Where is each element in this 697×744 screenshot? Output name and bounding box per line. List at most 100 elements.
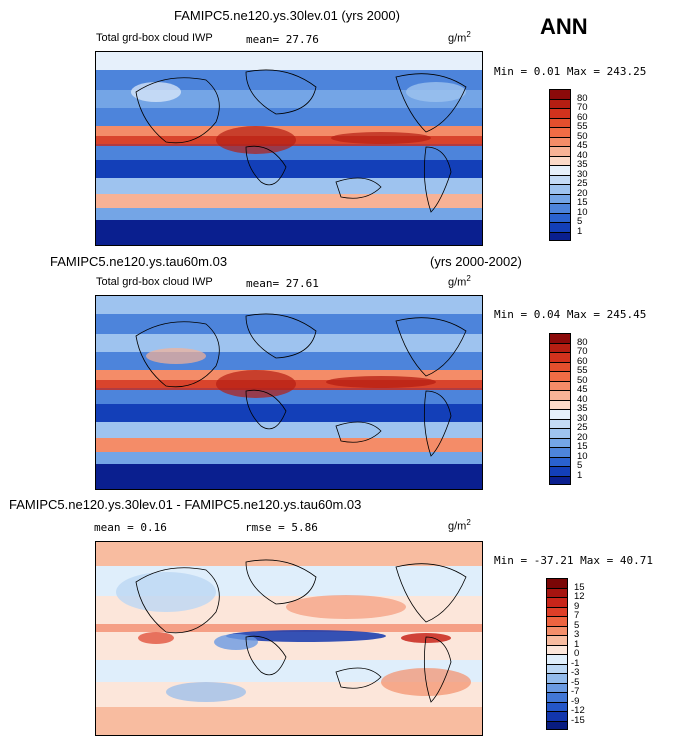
colorbar-cell	[549, 89, 571, 99]
colorbar-cell	[546, 635, 568, 645]
colorbar-cell	[546, 597, 568, 607]
panel-3-field	[96, 542, 482, 735]
colorbar-cell	[549, 146, 571, 156]
colorbar-cell	[549, 155, 571, 165]
panel-3-map	[95, 541, 483, 736]
panel-3-rmse: rmse = 5.86	[245, 521, 318, 534]
colorbar-tick-label: 80	[577, 336, 588, 348]
panel-1-colorbar: 80 70 60 55 50 45 40 35 30 25 20 15 10 5 1	[549, 89, 619, 241]
colorbar-tick-label: 9	[574, 600, 580, 612]
panel-1-field	[96, 52, 482, 245]
colorbar-tick-label: -1	[571, 657, 580, 669]
colorbar-tick-label: 25	[577, 422, 588, 433]
colorbar-cell	[546, 692, 568, 702]
panel-1-units-base: g/m	[448, 32, 467, 45]
panel-2-minmax: Min = 0.04 Max = 245.45	[494, 308, 647, 321]
panel-1-minmax: Min = 0.01 Max = 243.25	[494, 65, 647, 78]
panel-2-years: (yrs 2000-2002)	[430, 254, 522, 269]
colorbar-tick-label: 15	[574, 581, 585, 593]
panel-3-title: FAMIPC5.ne120.ys.30lev.01 - FAMIPC5.ne12…	[9, 497, 362, 512]
colorbar-cell	[549, 193, 571, 203]
colorbar-cell	[549, 212, 571, 222]
panel-2-subtitle: Total grd-box cloud IWP	[96, 276, 213, 288]
panel-2-colorbar: 80 70 60 55 50 45 40 35 30 25 20 15 10 5 1	[549, 333, 619, 485]
colorbar-tick-label: 30	[577, 412, 588, 424]
colorbar-cell	[549, 352, 571, 362]
colorbar-tick-label: 12	[574, 591, 585, 602]
colorbar-tick-label: -12	[571, 705, 585, 716]
panel-1-title: FAMIPC5.ne120.ys.30lev.01 (yrs 2000)	[174, 8, 400, 23]
colorbar-tick-label: 80	[577, 92, 588, 104]
colorbar-tick-label: 30	[577, 168, 588, 180]
colorbar-tick-label: 60	[577, 355, 588, 367]
colorbar-cell	[546, 682, 568, 692]
panel-1-units: g/m2	[448, 30, 471, 45]
colorbar-tick-label: 25	[577, 178, 588, 189]
colorbar-cell	[549, 428, 571, 438]
colorbar-cell	[549, 361, 571, 371]
colorbar-cell	[549, 333, 571, 343]
colorbar-cell	[549, 174, 571, 184]
colorbar-tick-label: 50	[577, 130, 588, 142]
colorbar-cell	[549, 108, 571, 118]
colorbar-cell	[546, 606, 568, 616]
colorbar-cell	[546, 578, 568, 588]
colorbar-cell	[546, 654, 568, 664]
panel-3-minmax: Min = -37.21 Max = 40.71	[494, 554, 653, 567]
colorbar-cell	[549, 222, 571, 232]
colorbar-tick-label: -9	[571, 695, 580, 707]
colorbar-tick-label: 1	[574, 638, 580, 650]
colorbar-tick-label: 45	[577, 140, 588, 151]
colorbar-cell	[549, 127, 571, 137]
colorbar-cell	[549, 418, 571, 428]
panel-3-units-exp: 2	[466, 518, 471, 527]
colorbar-cell	[549, 184, 571, 194]
colorbar-cell	[549, 231, 571, 241]
colorbar-cell	[549, 399, 571, 409]
colorbar-tick-label: 70	[577, 346, 588, 357]
colorbar-cell	[546, 587, 568, 597]
panel-1-units-exp: 2	[466, 30, 471, 39]
colorbar-tick-label: 7	[574, 610, 580, 621]
panel-1-subtitle: Total grd-box cloud IWP	[96, 32, 213, 44]
colorbar-tick-label: 70	[577, 102, 588, 113]
colorbar-cell	[549, 371, 571, 381]
panel-2-title: FAMIPC5.ne120.ys.tau60m.03	[50, 254, 228, 269]
panel-3-units: g/m2	[448, 518, 471, 533]
colorbar-cell	[546, 625, 568, 635]
colorbar-cell	[549, 447, 571, 457]
colorbar-cell	[549, 342, 571, 352]
colorbar-cell	[549, 390, 571, 400]
panel-2-units-exp: 2	[466, 274, 471, 283]
colorbar-cell	[549, 203, 571, 213]
colorbar-tick-label: 55	[577, 365, 588, 376]
colorbar-tick-label: 1	[577, 225, 583, 237]
colorbar-tick-label: 0	[574, 648, 580, 659]
colorbar-tick-label: 20	[577, 431, 588, 443]
panel-2-mean: mean= 27.61	[246, 277, 319, 290]
colorbar-tick-label: 45	[577, 384, 588, 395]
colorbar-tick-label: -7	[571, 686, 580, 697]
colorbar-tick-label: 5	[577, 460, 583, 471]
colorbar-cell	[549, 136, 571, 146]
colorbar-tick-label: -5	[571, 676, 580, 688]
panel-2-field	[96, 296, 482, 489]
colorbar-cell	[549, 380, 571, 390]
colorbar-cell	[546, 720, 568, 730]
colorbar-tick-label: 40	[577, 393, 588, 405]
colorbar-tick-label: 5	[577, 216, 583, 227]
colorbar-cell	[546, 711, 568, 721]
colorbar-tick-label: 15	[577, 197, 588, 208]
colorbar-cell	[549, 456, 571, 466]
colorbar-cell	[546, 701, 568, 711]
colorbar-cell	[549, 409, 571, 419]
colorbar-cell	[546, 616, 568, 626]
colorbar-cell	[546, 644, 568, 654]
panel-2-units-base: g/m	[448, 276, 467, 289]
colorbar-tick-label: 35	[577, 403, 588, 414]
colorbar-tick-label: 60	[577, 111, 588, 123]
panel-2-units: g/m2	[448, 274, 471, 289]
colorbar-tick-label: -3	[571, 667, 580, 678]
colorbar-tick-label: -15	[571, 714, 585, 726]
season-label: ANN	[540, 14, 588, 39]
